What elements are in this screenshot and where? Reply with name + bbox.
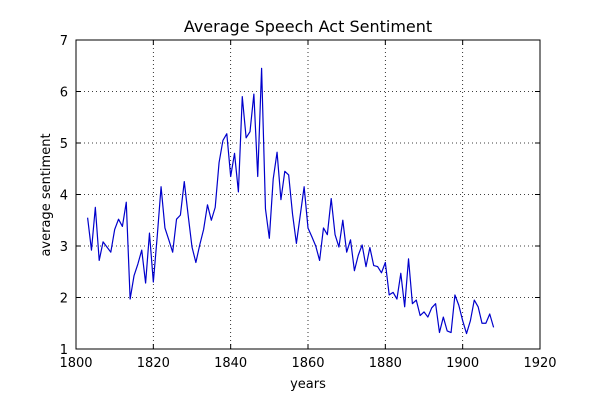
axis-ticks: 1800 1820 1840 1860 1880 1900 1920 1 2 3 4 5 6 7 (59, 34, 556, 371)
chart-title: Average Speech Act Sentiment (184, 17, 432, 36)
y-axis-title: average sentiment (39, 133, 54, 256)
series-line-layer (87, 67, 495, 335)
x-tick-label: 1820 (137, 356, 170, 371)
y-tick-label: 6 (60, 86, 68, 101)
grid-lines (75, 39, 541, 350)
x-axis-title: years (290, 377, 326, 392)
y-tick-label: 2 (60, 292, 68, 307)
y-tick-label: 1 (60, 343, 68, 358)
x-tick-label: 1900 (446, 356, 479, 371)
x-tick-label: 1840 (214, 356, 247, 371)
y-tick-label: 7 (60, 34, 68, 49)
series-line (87, 67, 495, 335)
y-tick-label: 3 (60, 240, 68, 255)
x-tick-label: 1800 (59, 356, 92, 371)
y-tick-label: 4 (60, 189, 68, 204)
y-tick-label: 5 (60, 137, 68, 152)
x-tick-label: 1920 (523, 356, 556, 371)
x-tick-label: 1880 (369, 356, 402, 371)
x-tick-label: 1860 (291, 356, 324, 371)
